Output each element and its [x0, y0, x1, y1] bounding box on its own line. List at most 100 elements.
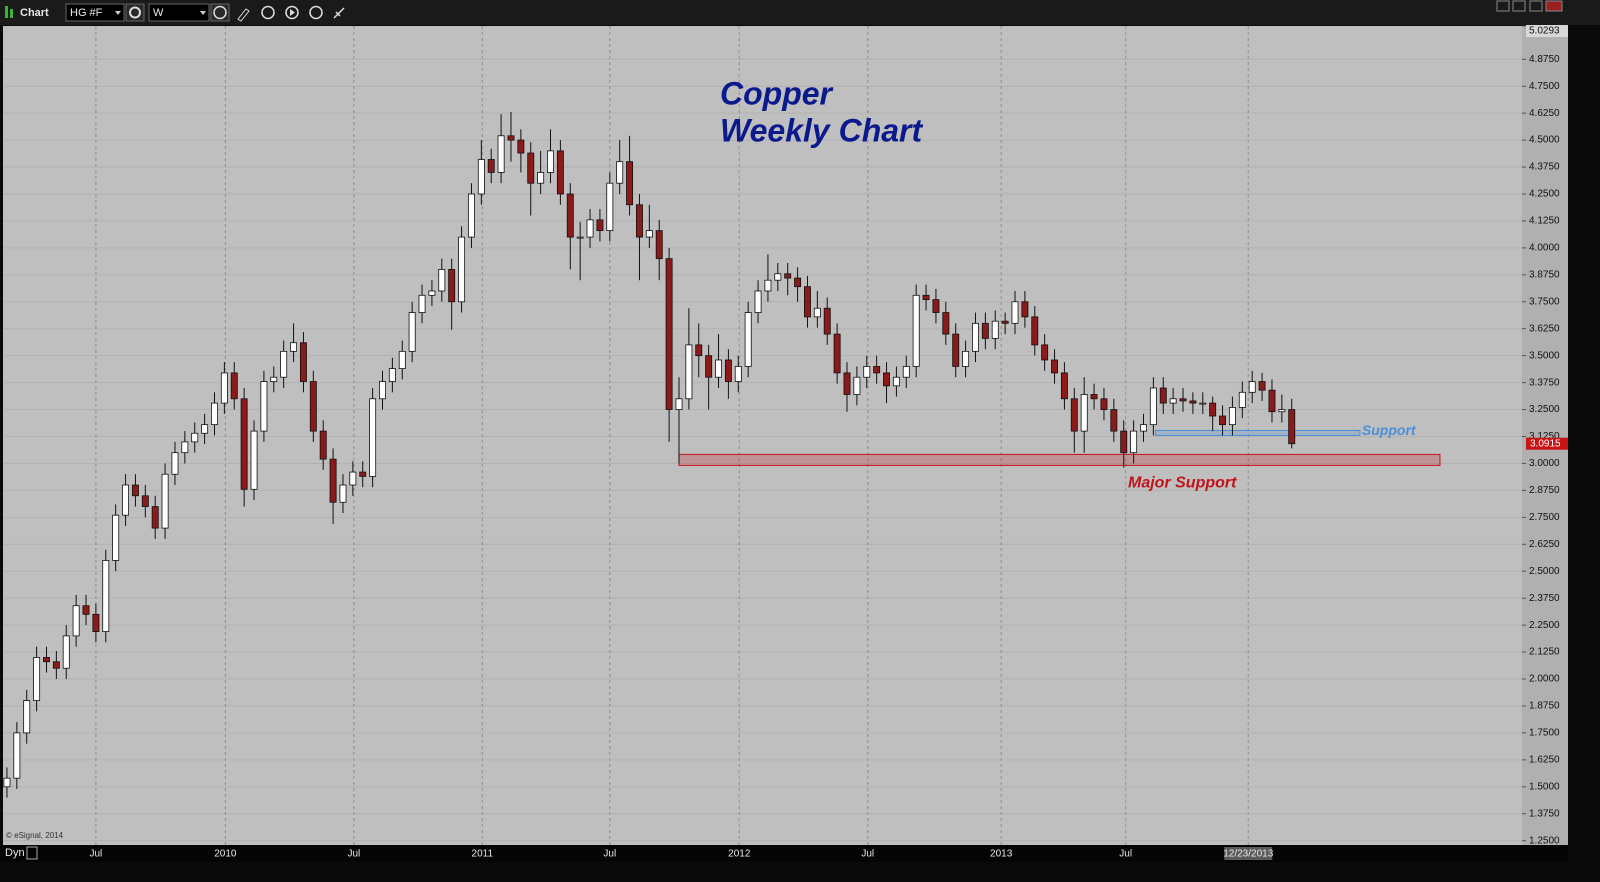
candle-body: [774, 273, 782, 281]
candle-body: [1209, 402, 1217, 417]
candle-body: [131, 484, 139, 497]
candle-body: [744, 312, 752, 367]
y-tick-label: 4.8750: [1529, 54, 1560, 65]
window-button[interactable]: [1529, 0, 1543, 12]
y-tick-label: 2.0000: [1529, 674, 1560, 685]
y-tick-label: 2.2500: [1529, 620, 1560, 631]
candle-body: [1140, 424, 1147, 432]
candle-body: [487, 159, 495, 173]
refresh-icon[interactable]: [261, 5, 275, 20]
candle-body: [754, 290, 762, 313]
candle-body: [853, 376, 861, 395]
candle-body: [1248, 381, 1256, 393]
clock-icon[interactable]: [213, 5, 227, 20]
tool-button[interactable]: [125, 3, 145, 22]
candle-body: [705, 355, 713, 378]
candle-body: [1179, 398, 1187, 402]
candle-body: [319, 430, 327, 460]
pencil-icon[interactable]: [237, 8, 250, 22]
candle-body: [794, 277, 802, 288]
chart-subtitle: Weekly Chart: [720, 112, 924, 148]
candle-body: [477, 159, 485, 195]
dropdown-arrow[interactable]: [115, 11, 121, 15]
y-tick-label: 4.6250: [1529, 108, 1560, 119]
candle-body: [369, 398, 377, 477]
annotation: Major Support: [1128, 475, 1237, 492]
candle-body: [497, 135, 505, 173]
window-button[interactable]: [1512, 0, 1526, 12]
candle-body: [616, 161, 624, 184]
candle-body: [1021, 301, 1029, 318]
interval[interactable]: W: [153, 7, 164, 19]
labels: 5.0293 4.8750 4.7500 4.6250 4.5000 4.3750 4.25…: [90, 25, 1568, 860]
candle-body: [418, 294, 426, 313]
mode-label[interactable]: Dyn: [5, 847, 25, 859]
candle-body: [962, 350, 970, 367]
candle-body: [665, 258, 673, 410]
candle-body: [1189, 400, 1197, 404]
candle-body: [823, 307, 831, 335]
candle-body: [635, 204, 643, 238]
ruler-icon[interactable]: [333, 7, 345, 19]
y-tick-label: 1.8750: [1529, 701, 1560, 712]
x-tick-label: Jul: [603, 849, 616, 860]
mode-icon[interactable]: [26, 846, 38, 860]
candle-body: [240, 398, 248, 490]
window-button[interactable]: [1496, 0, 1510, 12]
zoom-icon[interactable]: [309, 5, 323, 20]
y-tick-label: 2.5000: [1529, 566, 1560, 577]
symbol-box[interactable]: [65, 3, 125, 22]
candle-body: [122, 484, 130, 516]
candles: [3, 112, 1296, 798]
candle-body: [13, 732, 21, 779]
candle-body: [1288, 409, 1296, 445]
candle-body: [942, 312, 950, 335]
candle-body: [1060, 372, 1068, 400]
dropdown-arrow[interactable]: [200, 11, 206, 15]
x-tick-label-box: [1224, 847, 1273, 860]
candle-body: [1031, 316, 1039, 346]
gear-icon[interactable]: [129, 6, 141, 19]
candle-body: [556, 150, 564, 195]
x-tick-label: Jul: [1119, 849, 1132, 860]
candle-body: [981, 322, 989, 339]
y-tick-label: 1.3750: [1529, 808, 1560, 819]
candle-body: [873, 366, 881, 374]
candle-body: [309, 381, 317, 432]
candle-body: [596, 219, 604, 232]
candle-body: [181, 441, 189, 454]
play-icon[interactable]: [285, 5, 299, 20]
candle-body: [734, 366, 742, 382]
y-tick-label: 5.0293: [1529, 26, 1560, 37]
candle-body: [843, 372, 851, 395]
interval-box[interactable]: [148, 3, 210, 22]
play-icon[interactable]: [290, 9, 295, 16]
candle-body: [991, 320, 999, 339]
y-tick-label: 3.0000: [1529, 458, 1560, 469]
candle-body: [902, 366, 910, 378]
candle-body: [675, 398, 683, 410]
candle-body: [952, 333, 960, 367]
chart-title: Copper: [720, 75, 834, 111]
candle-body: [270, 376, 278, 382]
time-axis: [0, 845, 1568, 862]
candle-body: [299, 342, 307, 382]
candle-body: [1238, 391, 1246, 408]
symbol[interactable]: HG #F: [70, 7, 103, 19]
candle-body: [724, 359, 732, 382]
candle-body: [566, 193, 574, 238]
y-tick-label-box: [1526, 25, 1568, 37]
candle-body: [1080, 394, 1088, 432]
candle-body: [43, 657, 50, 663]
y-tick-label: 4.1250: [1529, 216, 1560, 227]
close-button[interactable]: [1545, 0, 1563, 12]
candle-body: [428, 290, 436, 296]
candle-body: [458, 236, 466, 303]
candle-body: [912, 294, 920, 367]
candle-body: [863, 366, 871, 378]
candle-body: [72, 605, 80, 637]
y-tick-label: 3.6250: [1529, 323, 1560, 334]
candle-body: [1268, 389, 1276, 413]
candle-body: [922, 294, 930, 301]
